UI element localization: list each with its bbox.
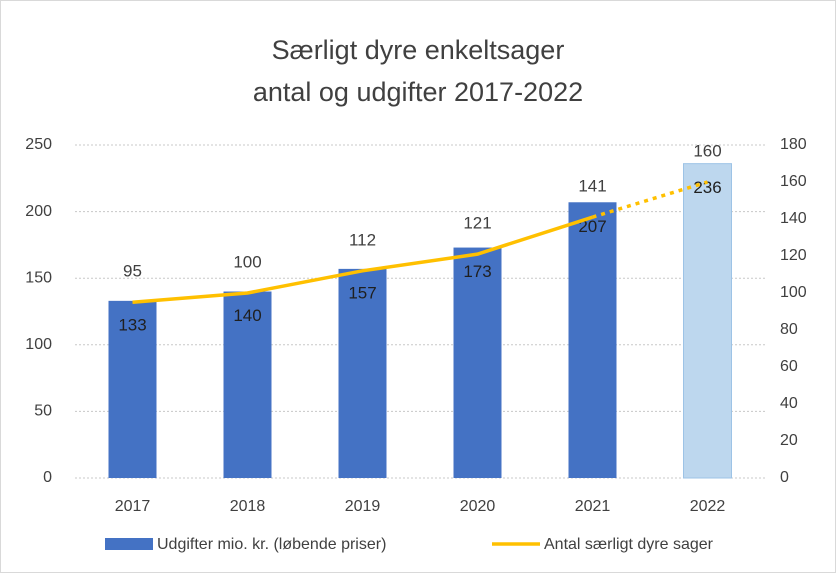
data-label: 112 [349,230,376,249]
bar [108,300,157,478]
data-label: 157 [348,283,376,302]
data-label: 140 [233,306,261,325]
y2-tick-label: 20 [780,432,798,449]
legend-label: Udgifter mio. kr. (løbende priser) [157,536,386,553]
y-tick-label: 200 [25,203,52,220]
y-tick-label: 0 [43,469,52,486]
y2-tick-label: 120 [780,247,807,264]
y2-tick-label: 60 [780,358,798,375]
bar [223,291,272,478]
y2-tick-label: 160 [780,173,807,190]
legend-label: Antal særligt dyre sager [544,536,714,553]
data-label: 173 [463,262,491,281]
y2-tick-label: 100 [780,284,807,301]
data-label: 95 [123,262,142,281]
data-label: 236 [693,178,721,197]
chart-title: antal og udgifter 2017-2022 [253,77,583,107]
x-tick-label: 2021 [575,498,611,515]
bar [338,268,387,478]
x-tick-label: 2020 [460,498,496,515]
data-label: 100 [233,252,261,271]
y-tick-label: 100 [25,336,52,353]
data-label: 133 [118,315,146,334]
line-projection [591,180,709,219]
y-tick-label: 50 [34,403,52,420]
bar [453,247,502,478]
y2-tick-label: 80 [780,321,798,338]
y2-tick-label: 0 [780,469,789,486]
data-label: 160 [693,141,721,160]
y2-tick-label: 180 [780,136,807,153]
data-label: 141 [578,177,606,196]
x-tick-label: 2017 [115,498,151,515]
data-label: 121 [463,214,491,233]
y-tick-label: 150 [25,269,52,286]
x-tick-label: 2019 [345,498,381,515]
x-tick-label: 2022 [690,498,726,515]
y2-tick-label: 40 [780,395,798,412]
line [132,215,594,304]
y2-tick-label: 140 [780,210,807,227]
bar [568,202,617,478]
x-tick-label: 2018 [230,498,266,515]
legend-swatch [105,538,153,550]
data-label: 207 [578,217,606,236]
y-tick-label: 250 [25,136,52,153]
chart-title: Særligt dyre enkeltsager [272,35,565,65]
bar [683,163,732,479]
